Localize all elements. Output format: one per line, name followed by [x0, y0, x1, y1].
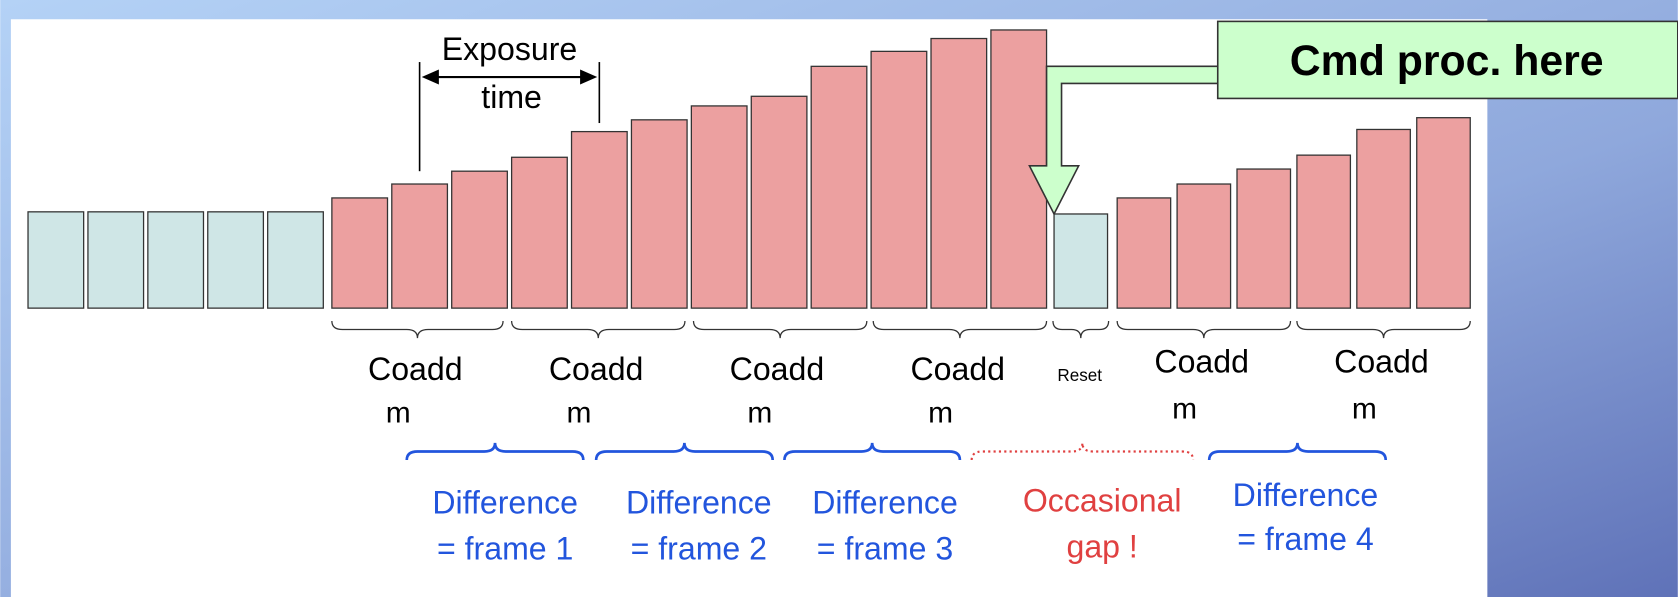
coadd-label: Coadd [910, 351, 1005, 387]
gap-label: Occasional [1023, 482, 1182, 518]
read-frame [391, 183, 449, 309]
coadd-sub: m [567, 397, 592, 430]
coadd-label: Coadd [730, 351, 825, 387]
coadd-sub: m [1172, 392, 1197, 425]
brace [783, 442, 962, 461]
command-box [1216, 20, 1678, 100]
brace [331, 320, 504, 339]
coadd-label: Coadd [549, 351, 644, 387]
coadd-sub: m [386, 397, 411, 430]
brace [594, 442, 775, 461]
read-frame [930, 37, 988, 309]
reset-frame [1053, 213, 1109, 309]
read-frame [870, 50, 928, 309]
coadd-sub: m [928, 397, 953, 430]
brace [872, 320, 1048, 339]
frame-label: Difference [1233, 477, 1379, 513]
idle-frame [87, 211, 145, 309]
read-frame [810, 65, 868, 309]
read-frame [570, 130, 628, 309]
read-frame [331, 197, 389, 309]
frame-label: Difference [626, 485, 772, 521]
read-frame [750, 95, 808, 309]
frame-label: = frame 2 [631, 531, 767, 567]
read-frame [1296, 154, 1352, 309]
brace [1116, 320, 1292, 339]
frame-label: Difference [432, 485, 578, 521]
coadd-sub: m [1352, 392, 1377, 425]
read-frame [451, 170, 508, 309]
reset-label: Reset [1057, 366, 1102, 385]
brace [1207, 442, 1388, 461]
idle-frame [267, 211, 324, 309]
brace [1052, 320, 1110, 339]
read-frame [1416, 117, 1471, 309]
read-frame [1116, 197, 1172, 309]
brace [692, 320, 868, 339]
coadd-label: Coadd [368, 351, 463, 387]
command-arrow [1028, 65, 1221, 216]
idle-frame [207, 211, 265, 309]
read-frame [510, 156, 568, 309]
coadd-label: Coadd [1334, 343, 1429, 379]
read-frame [1176, 183, 1232, 309]
frame-label: = frame 3 [817, 531, 953, 567]
brace [970, 442, 1195, 461]
idle-frame [147, 211, 205, 309]
arrow-head [580, 69, 598, 85]
read-frame [690, 105, 748, 309]
brace [510, 320, 686, 339]
exposure-label: time [481, 79, 542, 115]
read-frame [1356, 128, 1411, 309]
exposure-label: Exposure [442, 31, 578, 67]
gap-label: gap ! [1067, 528, 1138, 564]
frame-label: = frame 1 [437, 531, 573, 567]
read-frame [630, 119, 688, 309]
frame-label: = frame 4 [1237, 521, 1373, 557]
coadd-label: Coadd [1154, 343, 1249, 379]
brace [1296, 320, 1471, 339]
brace [405, 442, 585, 461]
arrow-head [421, 69, 439, 85]
command-label: Cmd proc. here [1290, 37, 1604, 85]
frame-label: Difference [812, 485, 958, 521]
idle-frame [27, 211, 85, 309]
coadd-sub: m [747, 397, 772, 430]
read-frame [1236, 168, 1292, 309]
